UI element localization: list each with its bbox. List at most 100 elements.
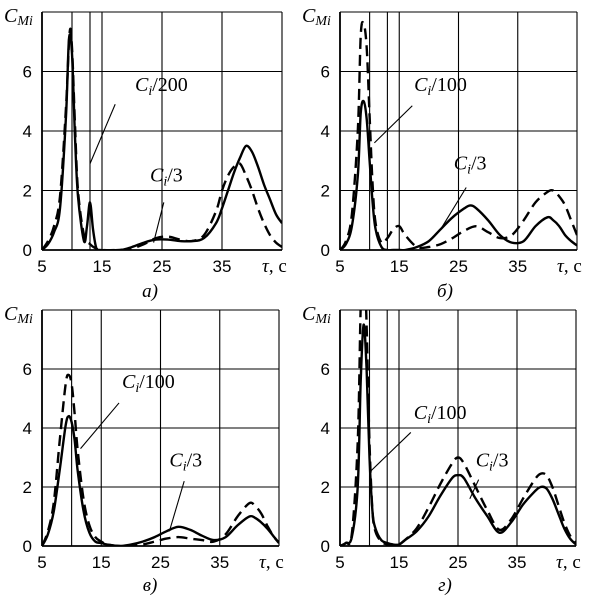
y-axis-label-sub: Mi	[314, 14, 331, 29]
annotation-sub: i	[183, 459, 187, 474]
annotation-rest: /3	[187, 449, 203, 471]
panel-label: в)	[143, 575, 158, 596]
annotation-leader-line	[369, 432, 412, 473]
annotation-sub: i	[489, 459, 493, 474]
annotation-rest: /200	[152, 74, 188, 96]
annotation-sub: i	[148, 84, 152, 99]
annotation-rest: /3	[167, 165, 183, 187]
x-axis-label-unit: , с	[269, 256, 287, 277]
x-tick-label: 35	[508, 257, 527, 276]
x-tick-label: 25	[151, 553, 170, 572]
annotation-label: Ci/200	[135, 74, 188, 99]
annotation-main: C	[150, 165, 164, 187]
panel-label: б)	[437, 281, 453, 302]
annotation-sub: i	[135, 381, 139, 396]
y-tick-label: 0	[321, 537, 330, 556]
y-tick-label: 2	[321, 478, 330, 497]
annotation-label: Ci/100	[414, 74, 467, 99]
annotation-label: Ci/3	[169, 449, 202, 474]
x-tick-label: 15	[92, 553, 111, 572]
annotation-leader-line	[469, 479, 480, 500]
annotation-rest: /100	[139, 371, 175, 393]
x-axis-label: τ, с	[262, 256, 287, 277]
series-line-dashed	[340, 20, 577, 250]
annotation-sub: i	[427, 84, 431, 99]
x-tick-label: 15	[93, 257, 112, 276]
y-tick-label: 6	[321, 63, 330, 82]
series-line-solid	[340, 323, 576, 546]
y-tick-label: 6	[23, 63, 32, 82]
y-tick-label: 0	[23, 241, 32, 260]
annotation-label: Ci/100	[122, 371, 175, 396]
x-axis-label: τ, с	[557, 256, 582, 277]
y-tick-label: 4	[321, 419, 330, 438]
y-axis-label-main: C	[4, 5, 18, 27]
y-axis-label-main: C	[302, 303, 316, 325]
annotation-main: C	[122, 371, 136, 393]
annotation-main: C	[476, 449, 490, 471]
series-line-dashed	[340, 310, 576, 546]
annotation-leader-line	[373, 105, 413, 144]
x-tick-label: 5	[335, 553, 344, 572]
annotation-label: Ci/100	[414, 402, 467, 427]
x-tick-label: 35	[213, 257, 232, 276]
x-tick-label: 25	[153, 257, 172, 276]
annotation-leader-line	[440, 187, 467, 230]
annotation-leader-line	[168, 480, 185, 532]
x-axis-label-unit: , с	[564, 256, 582, 277]
x-axis-label-symbol: τ	[556, 552, 564, 573]
x-tick-label: 5	[37, 553, 46, 572]
annotation-main: C	[414, 74, 428, 96]
annotation-rest: /100	[431, 402, 467, 424]
annotation-sub: i	[467, 163, 471, 178]
y-axis-label-sub: Mi	[16, 14, 33, 29]
x-tick-label: 25	[449, 257, 468, 276]
y-axis-label: CMi	[302, 303, 331, 327]
y-tick-label: 4	[321, 122, 330, 141]
series-line-solid	[42, 33, 282, 250]
y-axis-label-main: C	[4, 303, 18, 325]
annotation-leader-line	[80, 402, 120, 450]
y-axis-label-sub: Mi	[16, 312, 33, 327]
y-axis-label: CMi	[4, 303, 33, 327]
x-tick-label: 5	[335, 257, 344, 276]
annotation-label: Ci/3	[454, 153, 487, 178]
x-tick-label: 5	[37, 257, 46, 276]
x-axis-label-unit: , с	[266, 552, 284, 573]
annotation-label: Ci/3	[476, 449, 509, 474]
y-tick-label: 2	[23, 478, 32, 497]
y-axis-label-main: C	[302, 5, 316, 27]
annotation-rest: /3	[471, 153, 487, 175]
y-axis-label-sub: Mi	[314, 312, 331, 327]
y-axis-label: CMi	[4, 5, 33, 29]
x-tick-label: 35	[210, 553, 229, 572]
x-axis-label: τ, с	[259, 552, 284, 573]
annotation-rest: /100	[431, 74, 467, 96]
annotation-label: Ci/3	[150, 165, 183, 190]
y-tick-label: 4	[23, 419, 32, 438]
x-axis-label: τ, с	[556, 552, 581, 573]
y-tick-label: 2	[23, 182, 32, 201]
annotation-main: C	[414, 402, 428, 424]
x-axis-label-symbol: τ	[259, 552, 267, 573]
annotation-main: C	[135, 74, 149, 96]
y-tick-label: 2	[321, 182, 330, 201]
series-line-solid	[340, 99, 577, 250]
y-tick-label: 0	[23, 537, 32, 556]
annotation-sub: i	[163, 175, 167, 190]
annotation-leader-line	[89, 104, 116, 164]
y-axis-label: CMi	[302, 5, 331, 29]
x-tick-label: 15	[390, 553, 409, 572]
x-axis-label-symbol: τ	[262, 256, 270, 277]
annotation-leader-line	[153, 202, 165, 243]
x-tick-label: 15	[390, 257, 409, 276]
x-axis-label-symbol: τ	[557, 256, 565, 277]
x-tick-label: 25	[449, 553, 468, 572]
y-tick-label: 6	[23, 360, 32, 379]
series-line-solid	[42, 414, 279, 546]
